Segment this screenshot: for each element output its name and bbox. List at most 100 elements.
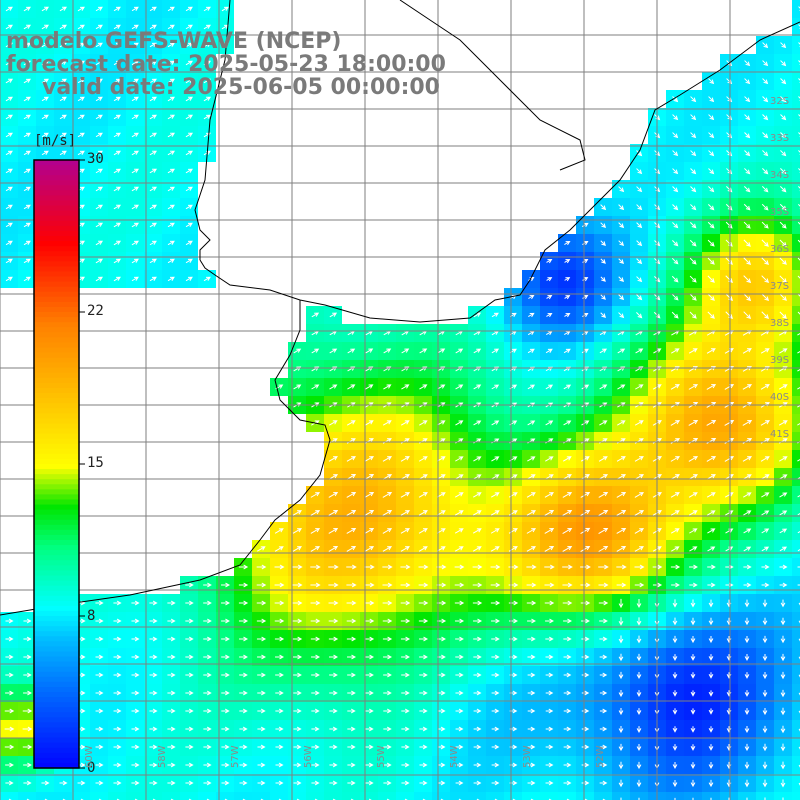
wind-arrow (167, 654, 176, 660)
wind-arrow (113, 690, 122, 696)
wind-arrow (563, 672, 572, 678)
wind-arrow (544, 600, 555, 606)
wind-arrow (185, 240, 193, 246)
wind-arrow (491, 726, 500, 732)
wind-arrow (239, 708, 248, 714)
wind-arrow (797, 311, 800, 315)
wind-arrow (419, 384, 428, 390)
wind-arrow (113, 258, 121, 264)
wind-arrow (761, 582, 770, 588)
wind-arrow (203, 42, 211, 48)
wind-arrow (618, 617, 624, 626)
wind-arrow (328, 618, 339, 624)
wind-arrow (636, 168, 643, 175)
wind-arrow (437, 420, 446, 426)
wind-arrow (131, 24, 139, 30)
wind-arrow (454, 528, 464, 534)
wind-arrow (113, 168, 121, 174)
wind-arrow (292, 582, 303, 588)
wind-arrow (95, 114, 103, 120)
wind-arrow (780, 78, 787, 85)
wind-arrow (5, 240, 13, 246)
wind-arrow (616, 527, 627, 534)
wind-arrow (546, 277, 553, 282)
wind-arrow (149, 636, 158, 642)
lon-label: 52W (595, 745, 606, 768)
wind-arrow (581, 744, 590, 750)
wind-arrow (598, 527, 609, 534)
wind-arrow (779, 257, 787, 265)
wind-arrow (185, 600, 194, 606)
wind-arrow (5, 78, 13, 84)
wind-arrow (779, 348, 788, 354)
wind-arrow (131, 726, 140, 732)
wind-arrow (690, 762, 696, 769)
wind-arrow (580, 600, 591, 606)
wind-arrow (239, 726, 248, 732)
wind-arrow (113, 96, 121, 102)
wind-arrow (636, 312, 643, 319)
wind-arrow (779, 528, 788, 534)
wind-arrow (113, 636, 122, 642)
wind-arrow (797, 332, 800, 336)
wind-arrow (5, 204, 13, 210)
wind-arrow (221, 762, 230, 768)
wind-arrow (562, 509, 573, 516)
wind-arrow (347, 744, 356, 750)
wind-arrow (598, 582, 609, 588)
wind-arrow (401, 708, 410, 714)
wind-arrow (726, 150, 733, 157)
wind-arrow (581, 726, 590, 732)
wind-arrow (726, 78, 733, 85)
wind-arrow (672, 779, 678, 788)
wind-arrow (797, 203, 800, 210)
wind-arrow (688, 492, 698, 498)
wind-arrow (167, 42, 175, 48)
wind-arrow (77, 24, 85, 30)
wind-arrow (5, 186, 13, 192)
wind-arrow (149, 42, 157, 48)
wind-arrow (707, 311, 715, 319)
wind-arrow (635, 348, 644, 354)
wind-arrow (582, 277, 589, 282)
wind-arrow (185, 132, 193, 138)
wind-arrow (797, 257, 800, 264)
wind-arrow (418, 600, 429, 606)
wind-arrow (275, 762, 284, 768)
wind-arrow (221, 708, 230, 714)
wind-arrow (59, 96, 67, 102)
wind-arrow (582, 259, 589, 264)
wind-arrow (690, 96, 697, 103)
wind-arrow (95, 96, 103, 102)
wind-arrow (221, 636, 230, 642)
wind-arrow (634, 456, 644, 462)
wind-arrow (491, 474, 500, 480)
wind-arrow (762, 635, 768, 644)
wind-arrow (203, 582, 212, 588)
wind-arrow (455, 762, 464, 768)
wind-arrow (23, 240, 31, 246)
wind-arrow (527, 636, 536, 642)
wind-arrow (167, 276, 175, 282)
wind-arrow (760, 384, 770, 390)
wind-arrow (113, 114, 121, 120)
wind-arrow (706, 366, 716, 372)
wind-arrow (382, 636, 393, 642)
wind-arrow (599, 690, 608, 696)
wind-arrow (707, 257, 715, 265)
wind-arrow (634, 420, 644, 426)
wind-arrow (725, 239, 733, 247)
wind-arrow (292, 510, 302, 516)
wind-arrow (618, 725, 624, 734)
wind-arrow (778, 456, 788, 462)
wind-arrow (4, 744, 15, 750)
wind-arrow (203, 6, 211, 12)
wind-arrow (329, 780, 338, 786)
wind-arrow (526, 546, 536, 552)
wind-arrow (95, 42, 103, 48)
wind-arrow (780, 761, 786, 770)
wind-arrow (708, 168, 715, 175)
wind-arrow (635, 384, 644, 390)
wind-arrow (761, 257, 769, 265)
